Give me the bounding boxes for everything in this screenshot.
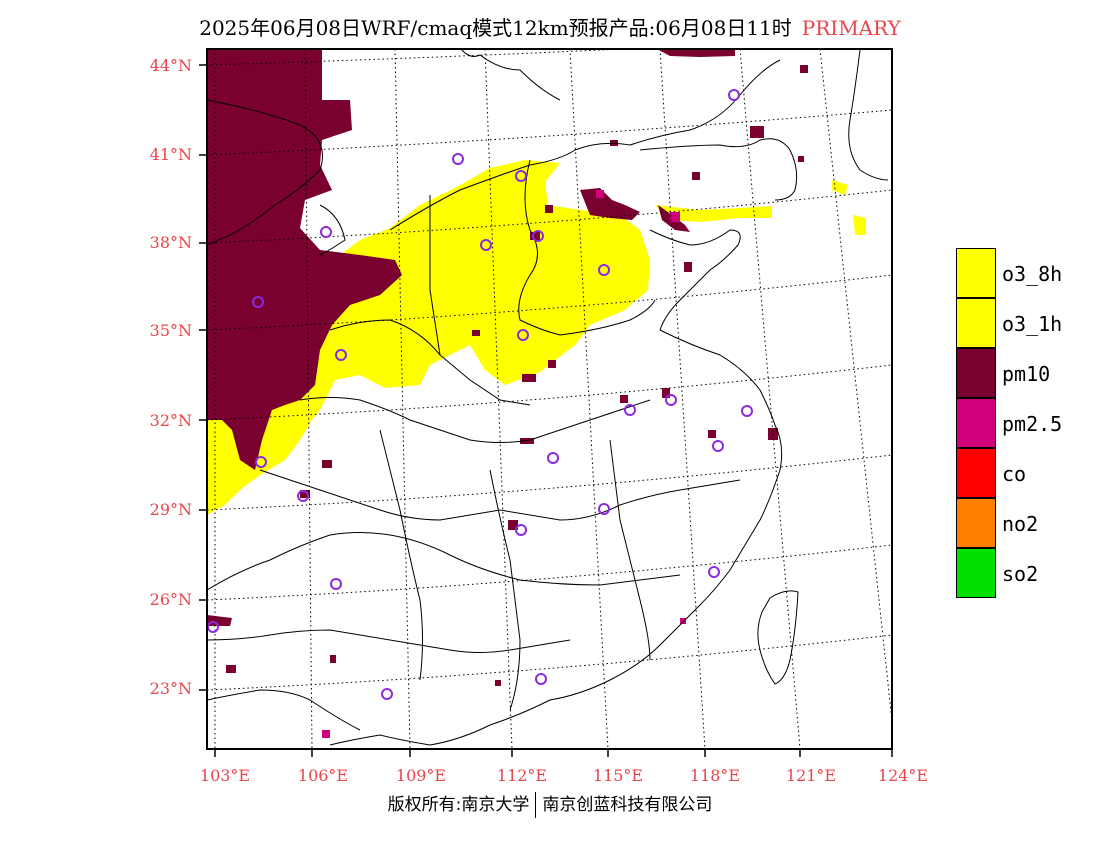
lat-label-29: 29°N	[149, 500, 192, 519]
pm10-region	[207, 49, 735, 626]
legend-swatch	[956, 398, 996, 448]
lat-label-32: 32°N	[149, 411, 192, 430]
lat-label-38: 38°N	[149, 233, 192, 252]
legend-swatch	[956, 498, 996, 548]
lon-label-121: 121°E	[785, 766, 837, 785]
pm-cells	[226, 65, 808, 686]
station-marker	[515, 524, 527, 536]
legend-swatch	[956, 348, 996, 398]
footer-separator	[535, 792, 537, 818]
station-marker	[252, 296, 264, 308]
station-marker	[335, 349, 347, 361]
lat-label-35: 35°N	[149, 321, 192, 340]
legend-swatch	[956, 448, 996, 498]
primary-tag: PRIMARY	[801, 16, 901, 40]
station-marker	[624, 404, 636, 416]
graticule	[207, 49, 892, 749]
legend-label: co	[1002, 462, 1027, 486]
lon-label-118: 118°E	[689, 766, 741, 785]
station-marker	[535, 673, 547, 685]
legend-label: o3_8h	[1002, 262, 1063, 286]
station-marker	[517, 329, 529, 341]
lon-label-112: 112°E	[496, 766, 548, 785]
lon-label-106: 106°E	[297, 766, 349, 785]
station-marker	[480, 239, 492, 251]
legend-swatch	[956, 298, 996, 348]
title-text: 2025年06月08日WRF/cmaq模式12km预报产品:06月08日11时	[199, 16, 792, 40]
map-title: 2025年06月08日WRF/cmaq模式12km预报产品:06月08日11时 P…	[0, 12, 1100, 41]
copyright-right: 南京创蓝科技有限公司	[542, 795, 713, 815]
legend-label: pm10	[1002, 362, 1051, 386]
legend-swatch	[956, 248, 996, 298]
station-marker	[297, 490, 309, 502]
copyright-left: 版权所有:南京大学	[387, 795, 530, 815]
legend-label: no2	[1002, 512, 1039, 536]
lon-label-124: 124°E	[877, 766, 929, 785]
lon-label-109: 109°E	[395, 766, 447, 785]
station-marker	[598, 503, 610, 515]
lon-label-103: 103°E	[199, 766, 251, 785]
lon-label-115: 115°E	[592, 766, 644, 785]
station-marker	[330, 578, 342, 590]
lat-label-23: 23°N	[149, 679, 192, 698]
station-marker	[547, 452, 559, 464]
station-marker	[255, 456, 267, 468]
boundaries	[207, 49, 889, 746]
station-marker	[320, 226, 332, 238]
lat-label-44: 44°N	[149, 56, 192, 75]
lat-label-26: 26°N	[149, 590, 192, 609]
legend-label: pm2.5	[1002, 412, 1063, 436]
station-marker	[598, 264, 610, 276]
station-marker	[381, 688, 393, 700]
station-marker	[452, 153, 464, 165]
o3-region	[207, 160, 866, 515]
station-marker	[741, 405, 753, 417]
legend-swatch	[956, 548, 996, 598]
pm25-cells	[322, 190, 686, 738]
lat-label-41: 41°N	[149, 145, 192, 164]
tick-marks	[199, 64, 893, 757]
map-border	[206, 48, 893, 750]
legend-label: o3_1h	[1002, 312, 1063, 336]
station-marker	[712, 440, 724, 452]
station-marker	[665, 394, 677, 406]
station-marker	[708, 566, 720, 578]
station-marker	[728, 89, 740, 101]
station-marker	[515, 170, 527, 182]
station-markers	[207, 89, 753, 700]
copyright-footer: 版权所有:南京大学 南京创蓝科技有限公司	[0, 790, 1100, 818]
station-marker	[532, 230, 544, 242]
legend-label: so2	[1002, 562, 1039, 586]
